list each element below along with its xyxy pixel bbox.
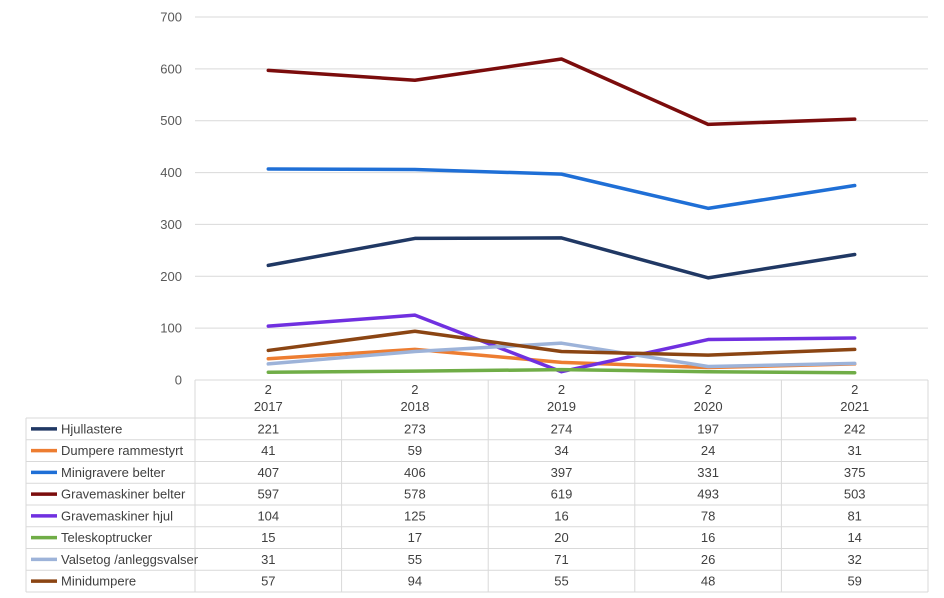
series-hjullastere [266,236,857,280]
series-teleskoptrucker [266,367,857,375]
table-cell-value: 375 [844,465,866,480]
table-cell-value: 71 [554,552,568,567]
table-cell-value: 221 [257,421,279,436]
legend-label: Minigravere belter [61,465,166,480]
x-tick-label-year: 2020 [694,399,723,414]
legend-label: Hjullastere [61,421,122,436]
gridlines [195,16,928,381]
table-cell-value: 242 [844,421,866,436]
table-cell-value: 503 [844,487,866,502]
x-tick-label-top: 2 [704,382,711,397]
table-cell-value: 16 [701,530,715,545]
legend-label: Minidumpere [61,574,136,589]
table-cell-value: 78 [701,508,715,523]
table-cell-value: 24 [701,443,715,458]
series-minigravere-belter [266,167,857,211]
table-cell-value: 397 [551,465,573,480]
table-cell-value: 619 [551,487,573,502]
table-cell-value: 104 [257,508,279,523]
y-tick-label: 200 [160,269,182,284]
table-cell-value: 578 [404,487,426,502]
series-line [266,236,857,280]
table-cell-value: 273 [404,421,426,436]
table-cell-value: 41 [261,443,275,458]
table-cell-value: 48 [701,574,715,589]
table-cell-value: 15 [261,530,275,545]
y-axis: 0 100 200 300 400 500 600 700 [160,10,182,388]
legend-label: Gravemaskiner belter [61,487,186,502]
table-cell-value: 59 [847,574,861,589]
y-tick-label: 100 [160,321,182,336]
x-tick-label-top: 2 [851,382,858,397]
table-cell-value: 81 [847,508,861,523]
y-tick-label: 300 [160,217,182,232]
x-tick-label-year: 2019 [547,399,576,414]
legend-label: Teleskoptrucker [61,530,153,545]
series-lines [266,57,857,375]
table-cell-value: 31 [847,443,861,458]
table-cell-value: 197 [697,421,719,436]
table-cell-value: 55 [554,574,568,589]
table-cell-value: 59 [408,443,422,458]
series-minidumpere [266,329,857,357]
legend-label: Dumpere rammestyrt [61,443,183,458]
table-cell-value: 20 [554,530,568,545]
table-cell-value: 16 [554,508,568,523]
table-cell-value: 597 [257,487,279,502]
table-cell-value: 34 [554,443,568,458]
table-cell-value: 57 [261,574,275,589]
x-tick-label-year: 2017 [254,399,283,414]
table-cell-value: 32 [847,552,861,567]
series-gravemaskiner-hjul [266,313,857,374]
table-cell-value: 14 [847,530,861,545]
y-tick-label: 500 [160,113,182,128]
table-cell-value: 331 [697,465,719,480]
y-tick-label: 700 [160,10,182,25]
series-line [266,167,857,211]
table-cell-value: 125 [404,508,426,523]
x-tick-label-year: 2021 [840,399,869,414]
series-gravemaskiner-belter [266,57,857,127]
legend-label: Valsetog /anleggsvalser [61,552,199,567]
table-cell-value: 274 [551,421,573,436]
table-cell-value: 406 [404,465,426,480]
table-cell-value: 493 [697,487,719,502]
table-cell-value: 407 [257,465,279,480]
x-tick-label-top: 2 [411,382,418,397]
y-tick-label: 0 [175,373,182,388]
table-cell-value: 17 [408,530,422,545]
x-tick-label-year: 2018 [400,399,429,414]
y-tick-label: 400 [160,165,182,180]
x-tick-label-top: 2 [265,382,272,397]
table-cell-value: 55 [408,552,422,567]
series-valsetog-anleggsvalser [266,341,857,369]
legend-label: Gravemaskiner hjul [61,508,173,523]
table-cell-value: 26 [701,552,715,567]
x-tick-label-top: 2 [558,382,565,397]
table-cell-value: 31 [261,552,275,567]
table-cell-value: 94 [408,574,422,589]
y-tick-label: 600 [160,61,182,76]
